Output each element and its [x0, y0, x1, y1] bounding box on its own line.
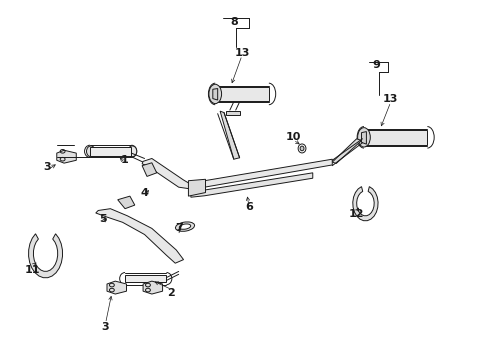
Ellipse shape — [128, 146, 137, 157]
Polygon shape — [107, 281, 126, 294]
Text: 3: 3 — [102, 322, 109, 332]
Text: 3: 3 — [43, 162, 51, 172]
Polygon shape — [143, 281, 162, 294]
Ellipse shape — [298, 144, 305, 153]
Polygon shape — [142, 163, 157, 176]
Ellipse shape — [86, 146, 95, 157]
Text: 4: 4 — [141, 188, 148, 198]
Text: 13: 13 — [382, 94, 398, 104]
Text: 10: 10 — [285, 132, 300, 142]
Text: 7: 7 — [174, 224, 182, 233]
Ellipse shape — [175, 222, 194, 231]
Polygon shape — [215, 87, 268, 101]
Polygon shape — [190, 173, 312, 197]
Polygon shape — [28, 234, 62, 278]
Text: 13: 13 — [234, 48, 249, 58]
Polygon shape — [142, 158, 190, 189]
Polygon shape — [212, 89, 217, 100]
Polygon shape — [118, 196, 135, 209]
Polygon shape — [220, 111, 239, 159]
Text: 1: 1 — [121, 155, 129, 165]
Text: 2: 2 — [167, 288, 175, 298]
Text: 8: 8 — [230, 17, 238, 27]
Polygon shape — [225, 111, 239, 115]
Polygon shape — [90, 147, 131, 156]
Polygon shape — [125, 275, 166, 282]
Text: 11: 11 — [24, 265, 40, 275]
Ellipse shape — [300, 146, 304, 151]
Polygon shape — [188, 179, 205, 196]
Ellipse shape — [179, 224, 190, 229]
Text: 9: 9 — [371, 60, 379, 70]
Text: 5: 5 — [99, 215, 107, 224]
Polygon shape — [96, 209, 183, 263]
Polygon shape — [361, 132, 366, 144]
Polygon shape — [57, 150, 76, 163]
Polygon shape — [91, 148, 132, 155]
Polygon shape — [363, 130, 427, 145]
Text: 12: 12 — [348, 209, 364, 219]
Polygon shape — [352, 186, 377, 221]
Ellipse shape — [357, 128, 369, 147]
Text: 6: 6 — [245, 202, 253, 212]
Polygon shape — [331, 139, 361, 163]
Ellipse shape — [208, 84, 221, 104]
Polygon shape — [190, 159, 331, 189]
